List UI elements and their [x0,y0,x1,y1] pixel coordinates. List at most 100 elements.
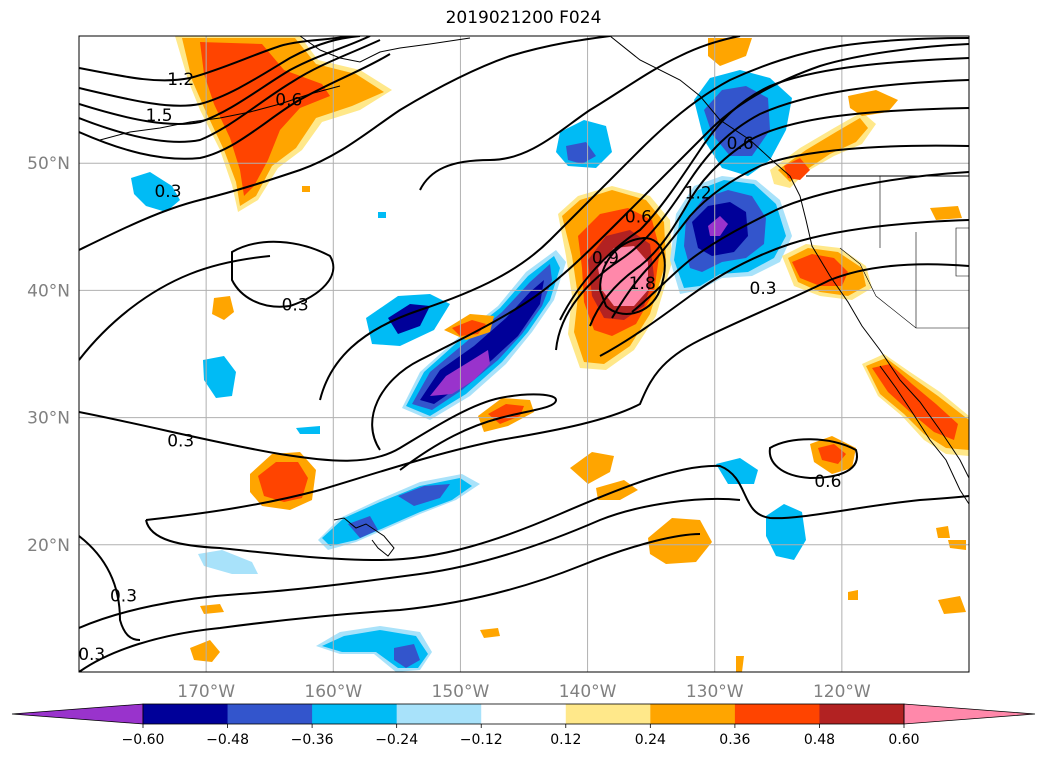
anomaly-blob [348,516,378,538]
latitude-label: 20°N [27,536,70,556]
anomaly-blob [736,656,744,672]
coastline-alaska [299,36,471,63]
contour-line [79,36,371,125]
contour-label: 0.3 [750,279,777,299]
anomaly-blob [936,526,950,538]
contour-label: 1.2 [685,183,712,203]
contour-label: 0.6 [275,91,302,111]
map-title: 2019021200 F024 [445,8,602,28]
contour-label: 1.2 [167,70,194,90]
coastline-hawaii [333,517,395,557]
colorbar-segment [650,704,736,724]
colorbar-tick-label: −0.60 [122,732,165,748]
contour-line [589,107,969,327]
contour-label: 0.6 [727,134,754,154]
longitude-labels: 170°W 160°W 150°W 140°W 130°W 120°W [177,682,871,702]
colorbar-tick-label: 0.60 [888,732,919,748]
coastline-baja [879,365,969,505]
latitude-label: 30°N [27,409,70,429]
colorbar [11,703,1036,725]
colorbar-tick-label: 0.48 [804,732,835,748]
anomaly-blob [480,628,500,638]
contour-label: 0.6 [814,472,841,492]
anomaly-blob [818,444,846,464]
anomaly-blob [388,304,430,334]
coastline-north-america-west [609,36,969,479]
colorbar-segment [734,704,820,724]
anomaly-blob [258,462,308,502]
longitude-label: 150°W [432,682,490,702]
anomaly-region-baja-core [872,364,958,440]
contour-label: 0.3 [282,295,309,315]
contour-line [611,144,969,319]
anomaly-blob [708,38,752,66]
contour-line [79,255,271,361]
anomaly-blob [716,458,758,484]
state-borders [839,176,969,329]
anomaly-blob [938,596,966,614]
contour-label: 0.3 [78,645,105,665]
anomaly-blob [203,356,236,398]
contour-line [79,535,141,641]
anomaly-blob [378,212,386,218]
anomaly-blob [566,142,596,164]
anomaly-blob [212,296,234,320]
anomaly-blob [848,590,858,600]
longitude-label: 170°W [177,682,235,702]
contour-line [631,171,969,313]
latitude-label: 40°N [27,281,70,301]
anomaly-blob [296,426,320,434]
anomaly-blob [302,186,310,192]
contour-label: 1.5 [146,106,173,126]
contour-line [79,533,701,672]
contour-label: 0.3 [110,587,137,607]
coastline-aleutians [99,85,341,141]
anomaly-blob [848,90,898,116]
colorbar-segment [481,704,567,724]
contour-label: 0.3 [167,431,194,451]
longitude-label: 130°W [686,682,744,702]
longitude-label: 120°W [813,682,871,702]
contour-label: 0.9 [592,248,619,268]
map-frame [78,35,970,673]
contour-line [145,263,969,521]
anomaly-region-south-band-core [398,484,450,506]
contour-line [79,36,351,82]
colorbar-tick-label: −0.36 [291,732,334,748]
longitude-label: 160°W [304,682,362,702]
colorbar-segment [819,704,905,724]
latitude-labels: 20°N 30°N 40°N 50°N [27,154,70,556]
anomaly-blob [131,172,180,212]
colorbar-frame [142,703,905,725]
anomaly-region-couplet-negative-peak [708,216,728,236]
contour-line [768,438,858,480]
contour-layer [79,36,969,672]
contour-line [79,53,391,160]
longitude-label: 140°W [559,682,617,702]
contour-label: 0.3 [154,182,181,202]
anomaly-blob [648,518,712,564]
anomaly-blob [570,452,614,484]
anomaly-blob [394,644,420,668]
colorbar-ticks: −0.60 −0.48 −0.36 −0.24 −0.12 0.12 0.24 0.36 0.4… [122,724,920,748]
colorbar-tick-label: 0.12 [550,732,581,748]
contour-line [79,497,741,629]
contour-line [319,37,969,401]
contour-label: 1.8 [629,274,656,294]
latitude-label: 50°N [27,154,70,174]
colorbar-segment [143,704,229,724]
coastline-layer [99,36,969,557]
contour-line [555,79,969,351]
colorbar-segment [227,704,313,724]
colorbar-extend-high [903,703,1036,725]
contour-label: 0.6 [625,208,652,228]
contour-label-layer: 1.2 1.5 0.6 0.3 0.3 0.3 0.3 0.3 0.6 0.9 1.2 1.8 0.6 0… [78,70,841,665]
contour-line [599,219,969,357]
colorbar-tick-label: 0.36 [719,732,750,748]
contour-line [598,236,666,315]
anomaly-blob [930,206,962,220]
contour-line [419,36,741,191]
colorbar-segment [312,704,398,724]
colorbar-tick-label: 0.24 [635,732,666,748]
